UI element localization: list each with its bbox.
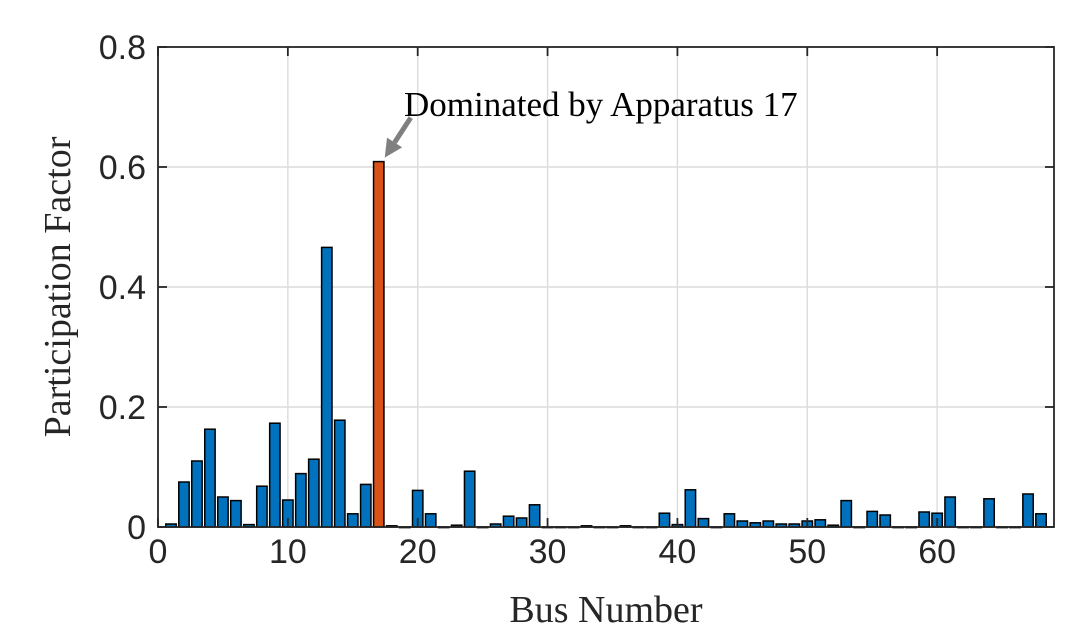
x-tick-label: 10 xyxy=(269,533,307,571)
bar-bus-59 xyxy=(918,511,931,528)
annotation: Dominated by Apparatus 17 xyxy=(384,85,798,158)
x-tick-labels: 0 10 20 30 40 50 60 xyxy=(149,533,957,571)
x-tick-label: 0 xyxy=(149,533,168,571)
bar-bus-17 xyxy=(372,160,385,528)
y-tick-label: 0.6 xyxy=(99,149,146,187)
bar-bus-41 xyxy=(684,489,697,528)
x-axis-title: Bus Number xyxy=(509,589,703,631)
bar-bus-21 xyxy=(424,513,437,528)
x-tick-label: 40 xyxy=(659,533,697,571)
annotation-label: Dominated by Apparatus 17 xyxy=(404,85,798,124)
bar-bus-16 xyxy=(359,483,372,528)
bar-bus-55 xyxy=(866,510,879,528)
bar-bus-6 xyxy=(229,499,242,528)
bar-bus-47 xyxy=(762,520,775,528)
x-tick-label: 30 xyxy=(529,533,567,571)
y-tick-label: 0.2 xyxy=(99,389,146,427)
annotation-arrow-head xyxy=(384,137,403,158)
x-tick-label: 50 xyxy=(788,533,826,571)
bar-bus-9 xyxy=(268,422,281,528)
bar-bus-61 xyxy=(944,496,957,528)
bar-bus-39 xyxy=(658,512,671,528)
x-tick-label: 60 xyxy=(918,533,956,571)
x-tick-label: 20 xyxy=(399,533,437,571)
bar-bus-13 xyxy=(320,246,333,528)
bar-bus-15 xyxy=(346,513,359,528)
bar-bus-12 xyxy=(307,458,320,528)
bar-bus-44 xyxy=(723,513,736,528)
annotation-arrow-shaft xyxy=(392,116,413,144)
bar-bus-11 xyxy=(294,472,307,528)
bar-bus-28 xyxy=(515,517,528,528)
y-axis-title: Participation Factor xyxy=(37,136,79,437)
y-tick-label: 0 xyxy=(127,509,146,547)
y-tick-label: 0.8 xyxy=(99,29,146,67)
bar-bus-4 xyxy=(203,428,216,528)
bar-bus-8 xyxy=(255,485,268,528)
bar-bus-51 xyxy=(814,519,827,528)
bar-bus-2 xyxy=(178,481,190,528)
grid-lines xyxy=(158,47,1054,527)
bar-bus-67 xyxy=(1022,493,1034,528)
bar-bus-68 xyxy=(1035,513,1047,528)
bar-bus-29 xyxy=(528,504,541,528)
bar-bus-3 xyxy=(191,460,203,528)
bar-bus-45 xyxy=(736,520,749,528)
y-tick-label: 0.4 xyxy=(99,269,146,307)
y-tick-labels: 0 0.2 0.4 0.6 0.8 xyxy=(99,29,146,547)
bars xyxy=(165,160,1047,529)
bar-bus-14 xyxy=(333,419,346,528)
bar-bus-56 xyxy=(879,514,892,528)
bar-bus-53 xyxy=(840,499,853,528)
bar-bus-5 xyxy=(216,496,229,528)
bar-bus-27 xyxy=(502,515,515,528)
bar-bus-42 xyxy=(697,517,710,528)
bar-bus-24 xyxy=(463,470,476,528)
axis-ticks xyxy=(157,46,1054,528)
bar-bus-64 xyxy=(983,498,996,528)
